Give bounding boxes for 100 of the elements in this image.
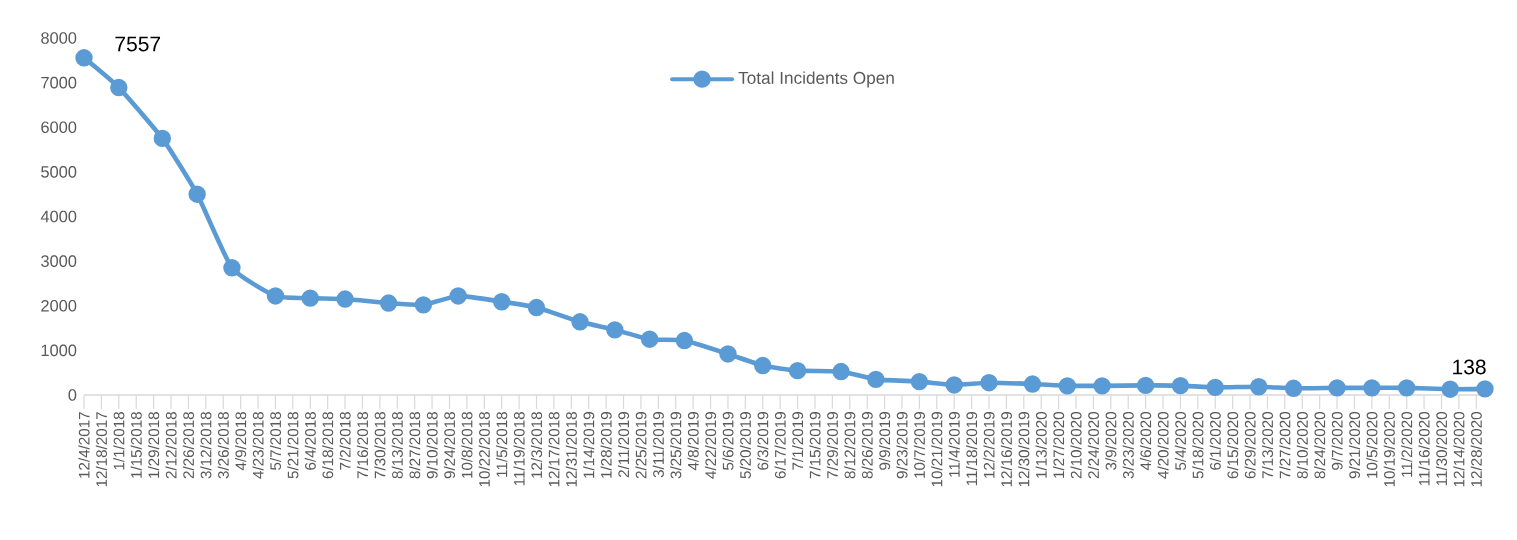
point	[266, 287, 285, 305]
point	[606, 321, 624, 339]
y-tick-label: 1000	[41, 344, 77, 357]
x-tick-label: 6/15/2020	[1227, 411, 1239, 479]
point	[1441, 380, 1459, 398]
point	[449, 287, 467, 305]
x-tick-label: 6/4/2018	[304, 412, 316, 470]
point	[1328, 379, 1346, 397]
y-tick-label: 3000	[41, 255, 77, 267]
x-tick-label: 12/3/2018	[530, 412, 543, 478]
x-tick-label: 11/18/2019	[966, 412, 978, 486]
x-tick-label: 7/1/2019	[791, 412, 804, 470]
x-tick-label: 6/17/2019	[774, 412, 786, 479]
point	[75, 49, 93, 67]
x-tick-label: 1/13/2020	[1035, 411, 1047, 478]
x-tick-label: 4/23/2018	[252, 412, 264, 479]
x-tick-label: 11/30/2020	[1435, 411, 1448, 486]
x-tick-label: 3/26/2018	[217, 412, 229, 479]
x-tick-label: 5/6/2019	[722, 412, 734, 470]
x-tick-label: 12/30/2019	[1018, 412, 1030, 487]
point	[867, 370, 885, 389]
x-tick-label: 5/20/2019	[739, 412, 751, 479]
point	[1476, 380, 1494, 398]
x-tick-label: 12/18/2017	[95, 412, 107, 487]
x-tick-label: 5/21/2018	[287, 412, 299, 479]
x-tick-label: 7/27/2020	[1279, 411, 1291, 479]
point	[153, 129, 172, 148]
x-tick-label: 8/27/2018	[409, 412, 421, 479]
x-tick-label: 3/12/2018	[200, 412, 212, 479]
x-tick-label: 8/26/2019	[861, 412, 873, 479]
x-tick-label: 10/22/2018	[478, 412, 490, 487]
x-tick-label: 8/12/2019	[844, 412, 856, 479]
x-tick-label: 10/21/2019	[931, 412, 943, 487]
y-tick-label: 4000	[40, 210, 77, 223]
x-tick-label: 1/14/2019	[583, 412, 595, 478]
point	[945, 376, 963, 394]
point	[640, 330, 659, 348]
point	[1363, 379, 1381, 397]
x-tick-label: 1/15/2018	[130, 412, 142, 478]
point	[1093, 377, 1111, 395]
point	[527, 298, 546, 317]
x-tick-label: 6/29/2020	[1244, 411, 1256, 479]
x-tick-label: 4/6/2020	[1140, 411, 1152, 471]
point	[414, 296, 433, 314]
x-tick-label: 3/23/2020	[1122, 411, 1134, 479]
x-tick-label: 9/9/2019	[878, 412, 891, 470]
x-tick-label: 7/30/2018	[374, 412, 386, 479]
x-tick-label: 11/5/2018	[496, 412, 508, 477]
point	[1171, 376, 1190, 395]
x-tick-label: 4/9/2018	[235, 412, 247, 471]
x-tick-label: 5/18/2020	[1192, 411, 1204, 479]
point	[571, 313, 589, 331]
x-tick-label: 8/10/2020	[1296, 411, 1308, 479]
x-tick-label: 4/20/2020	[1157, 411, 1169, 479]
x-tick-label: 1/29/2018	[148, 412, 160, 478]
point	[336, 290, 354, 308]
x-tick-label: 2/24/2020	[1087, 411, 1099, 479]
y-tick-label: 2000	[41, 299, 77, 312]
x-tick-label: 10/5/2020	[1366, 411, 1378, 478]
point	[980, 374, 998, 392]
x-tick-label: 1/27/2020	[1053, 411, 1065, 478]
x-tick-label: 7/13/2020	[1261, 411, 1274, 479]
x-tick-label: 10/8/2018	[461, 412, 473, 478]
point	[754, 356, 772, 375]
point	[1023, 375, 1042, 393]
point	[493, 293, 511, 311]
x-tick-label: 4/8/2019	[687, 412, 699, 471]
x-tick-label: 9/10/2018	[426, 412, 438, 479]
point	[1206, 378, 1224, 397]
x-tick-label: 8/13/2018	[391, 412, 403, 479]
x-tick-label: 5/4/2020	[1174, 411, 1187, 470]
y-tick-label: 5000	[41, 166, 77, 178]
x-tick-label: 3/11/2019	[652, 412, 664, 478]
point	[1136, 376, 1155, 395]
x-tick-label: 12/16/2019	[1000, 412, 1012, 487]
x-tick-label: 12/28/2020	[1470, 411, 1482, 487]
point	[1250, 378, 1268, 396]
x-tick-label: 2/25/2019	[635, 412, 647, 479]
point	[379, 294, 398, 312]
x-tick-label: 11/16/2020	[1418, 411, 1430, 486]
x-tick-label: 11/19/2018	[513, 412, 525, 486]
x-tick-label: 7/15/2019	[809, 412, 821, 479]
legend-label: Total Incidents Open	[738, 71, 894, 88]
y-tick-label: 0	[68, 389, 77, 401]
x-tick-label: 1/1/2018	[113, 412, 125, 470]
x-tick-label: 6/18/2018	[322, 412, 334, 479]
point	[910, 372, 929, 391]
x-tick-label: 1/28/2019	[600, 412, 612, 478]
point	[1397, 379, 1416, 397]
point	[832, 362, 850, 381]
point	[188, 185, 206, 203]
x-tick-label: 7/16/2018	[356, 412, 369, 479]
point	[110, 78, 128, 97]
y-tick-label: 7000	[41, 76, 77, 89]
x-tick-label: 6/3/2019	[757, 412, 769, 470]
x-tick-label: 9/7/2020	[1331, 411, 1343, 470]
x-tick-label: 2/10/2020	[1070, 411, 1082, 479]
x-tick-label: 2/26/2018	[182, 412, 195, 479]
x-tick-label: 9/23/2019	[896, 412, 908, 479]
x-tick-label: 12/14/2020	[1453, 411, 1465, 487]
